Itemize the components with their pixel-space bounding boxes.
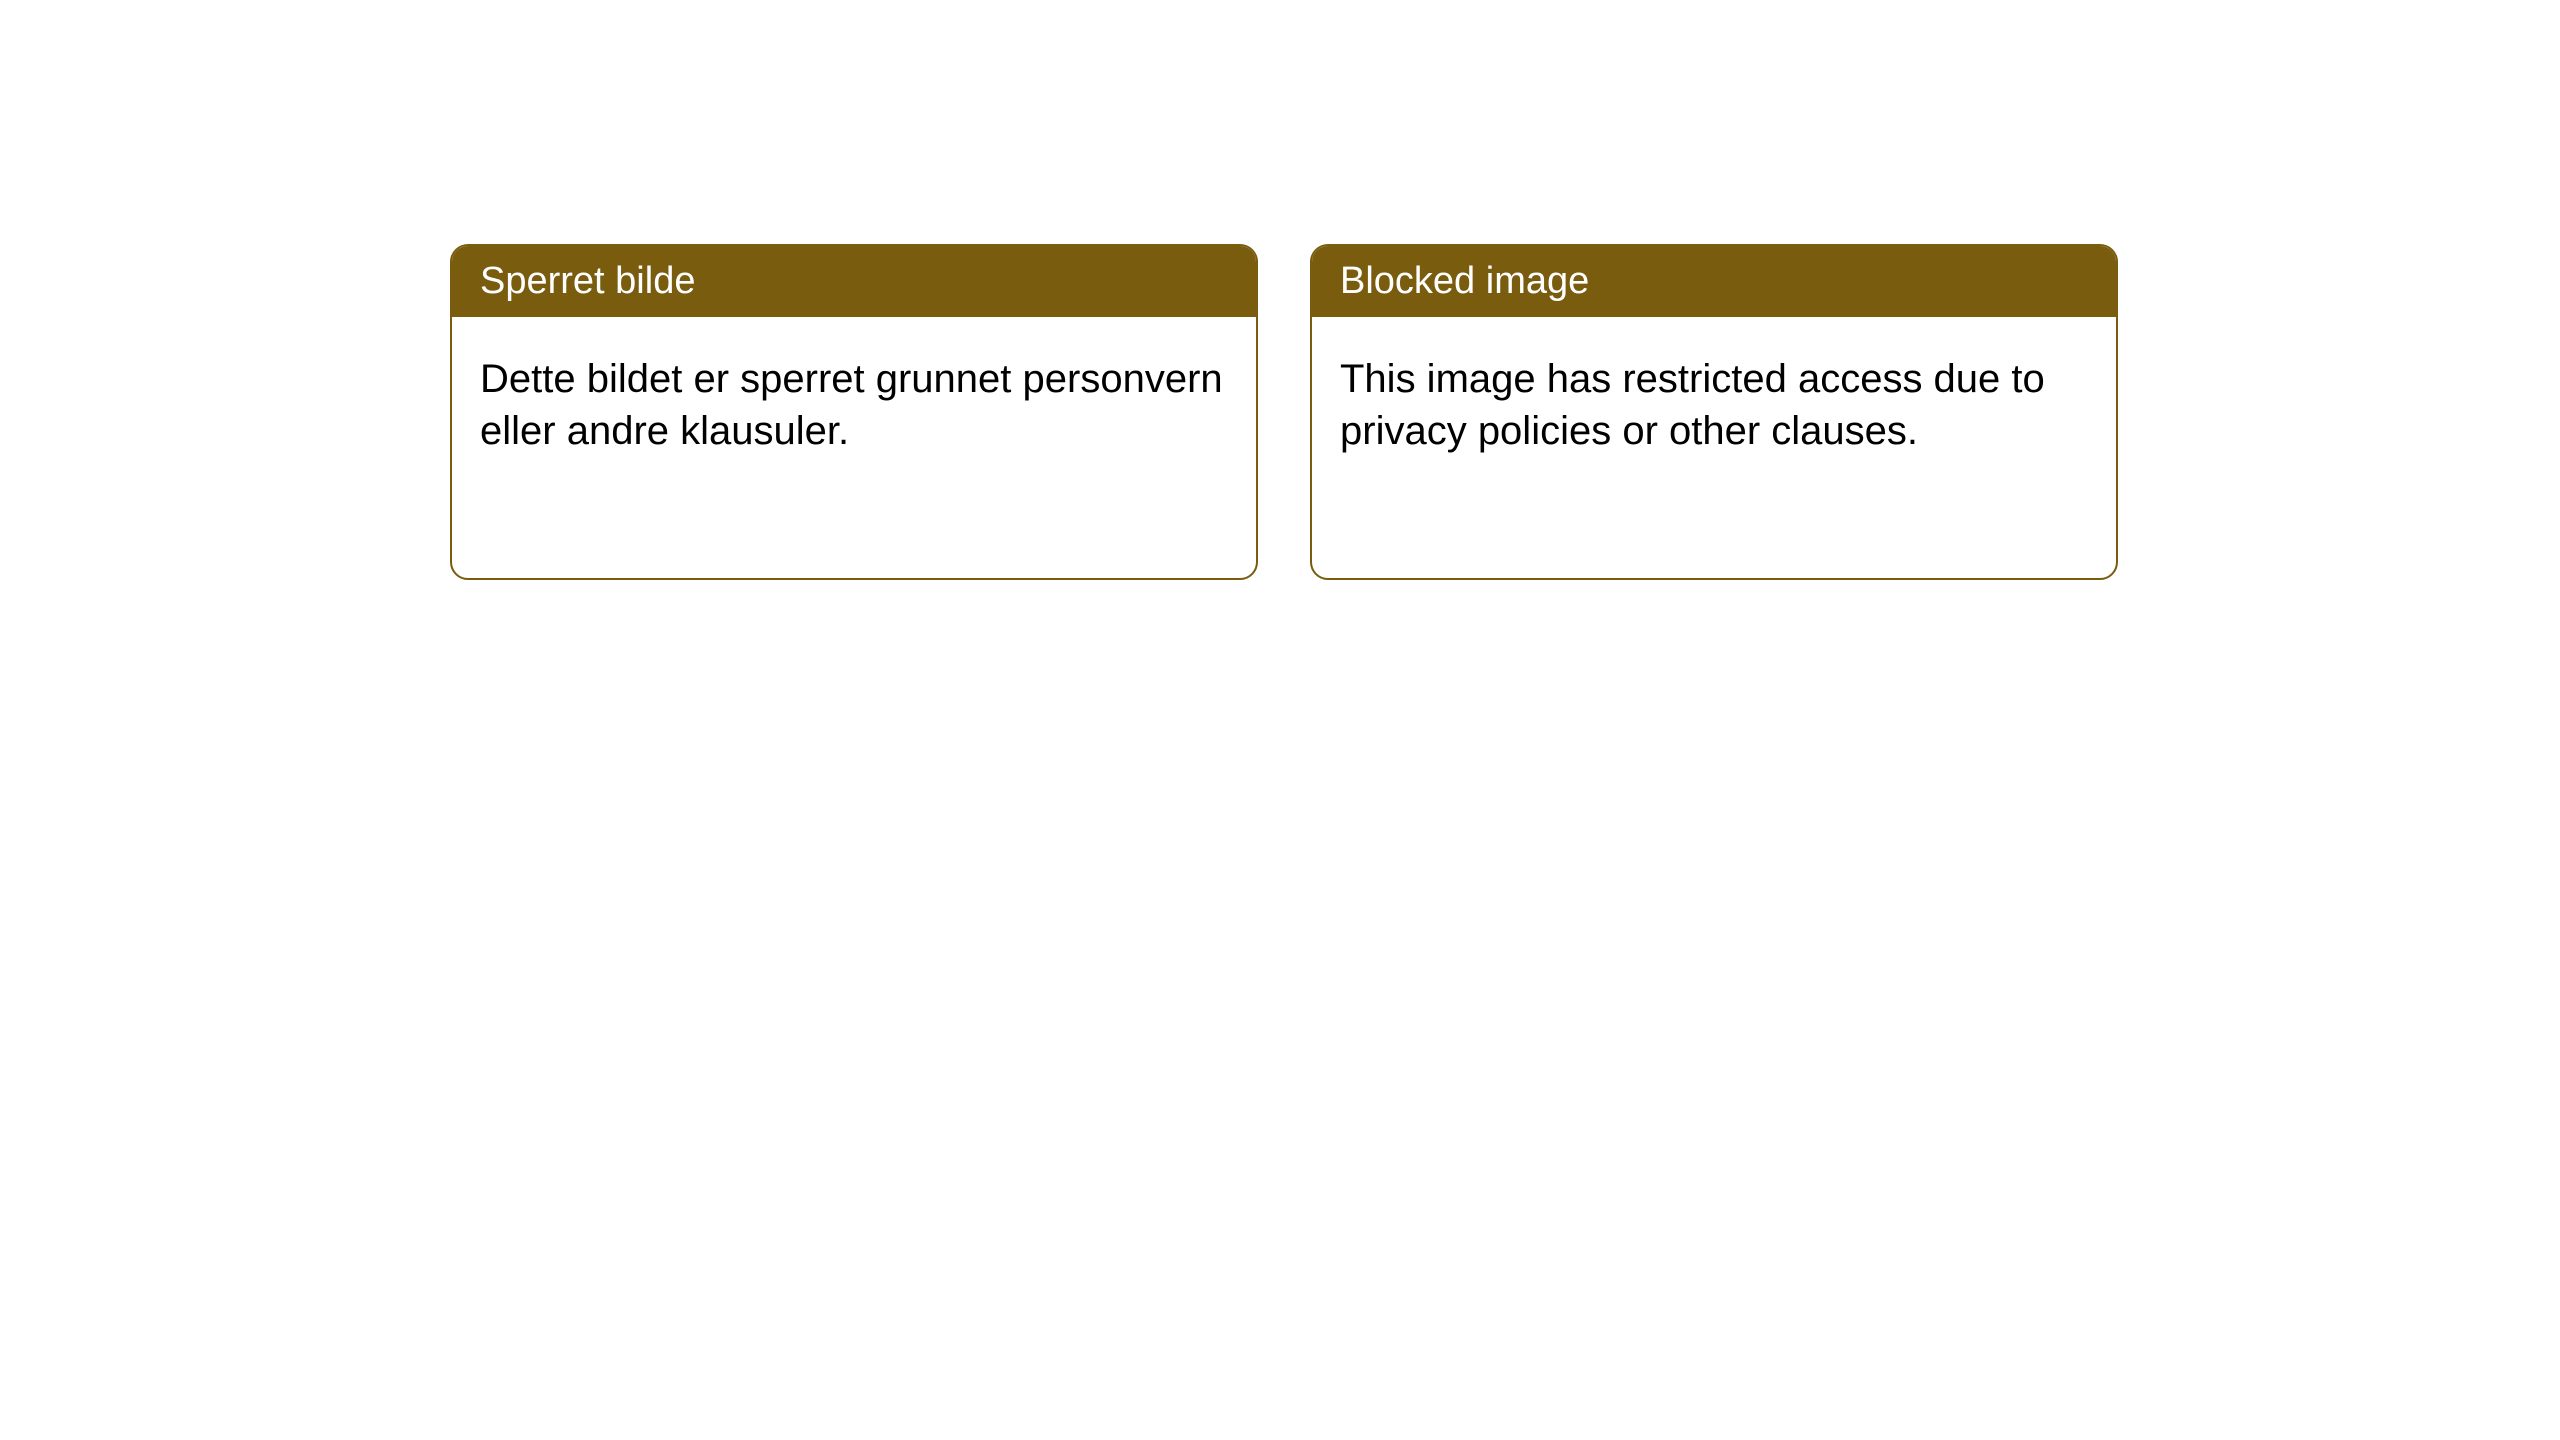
blocked-image-card-no: Sperret bilde Dette bildet er sperret gr… [450, 244, 1258, 580]
card-title: Sperret bilde [480, 260, 695, 302]
card-body-text: Dette bildet er sperret grunnet personve… [480, 357, 1223, 453]
blocked-image-card-en: Blocked image This image has restricted … [1310, 244, 2118, 580]
notice-container: Sperret bilde Dette bildet er sperret gr… [0, 0, 2560, 580]
card-body: Dette bildet er sperret grunnet personve… [452, 317, 1256, 493]
card-title: Blocked image [1340, 260, 1589, 302]
card-body-text: This image has restricted access due to … [1340, 357, 2045, 453]
card-body: This image has restricted access due to … [1312, 317, 2116, 493]
card-header: Sperret bilde [452, 246, 1256, 317]
card-header: Blocked image [1312, 246, 2116, 317]
